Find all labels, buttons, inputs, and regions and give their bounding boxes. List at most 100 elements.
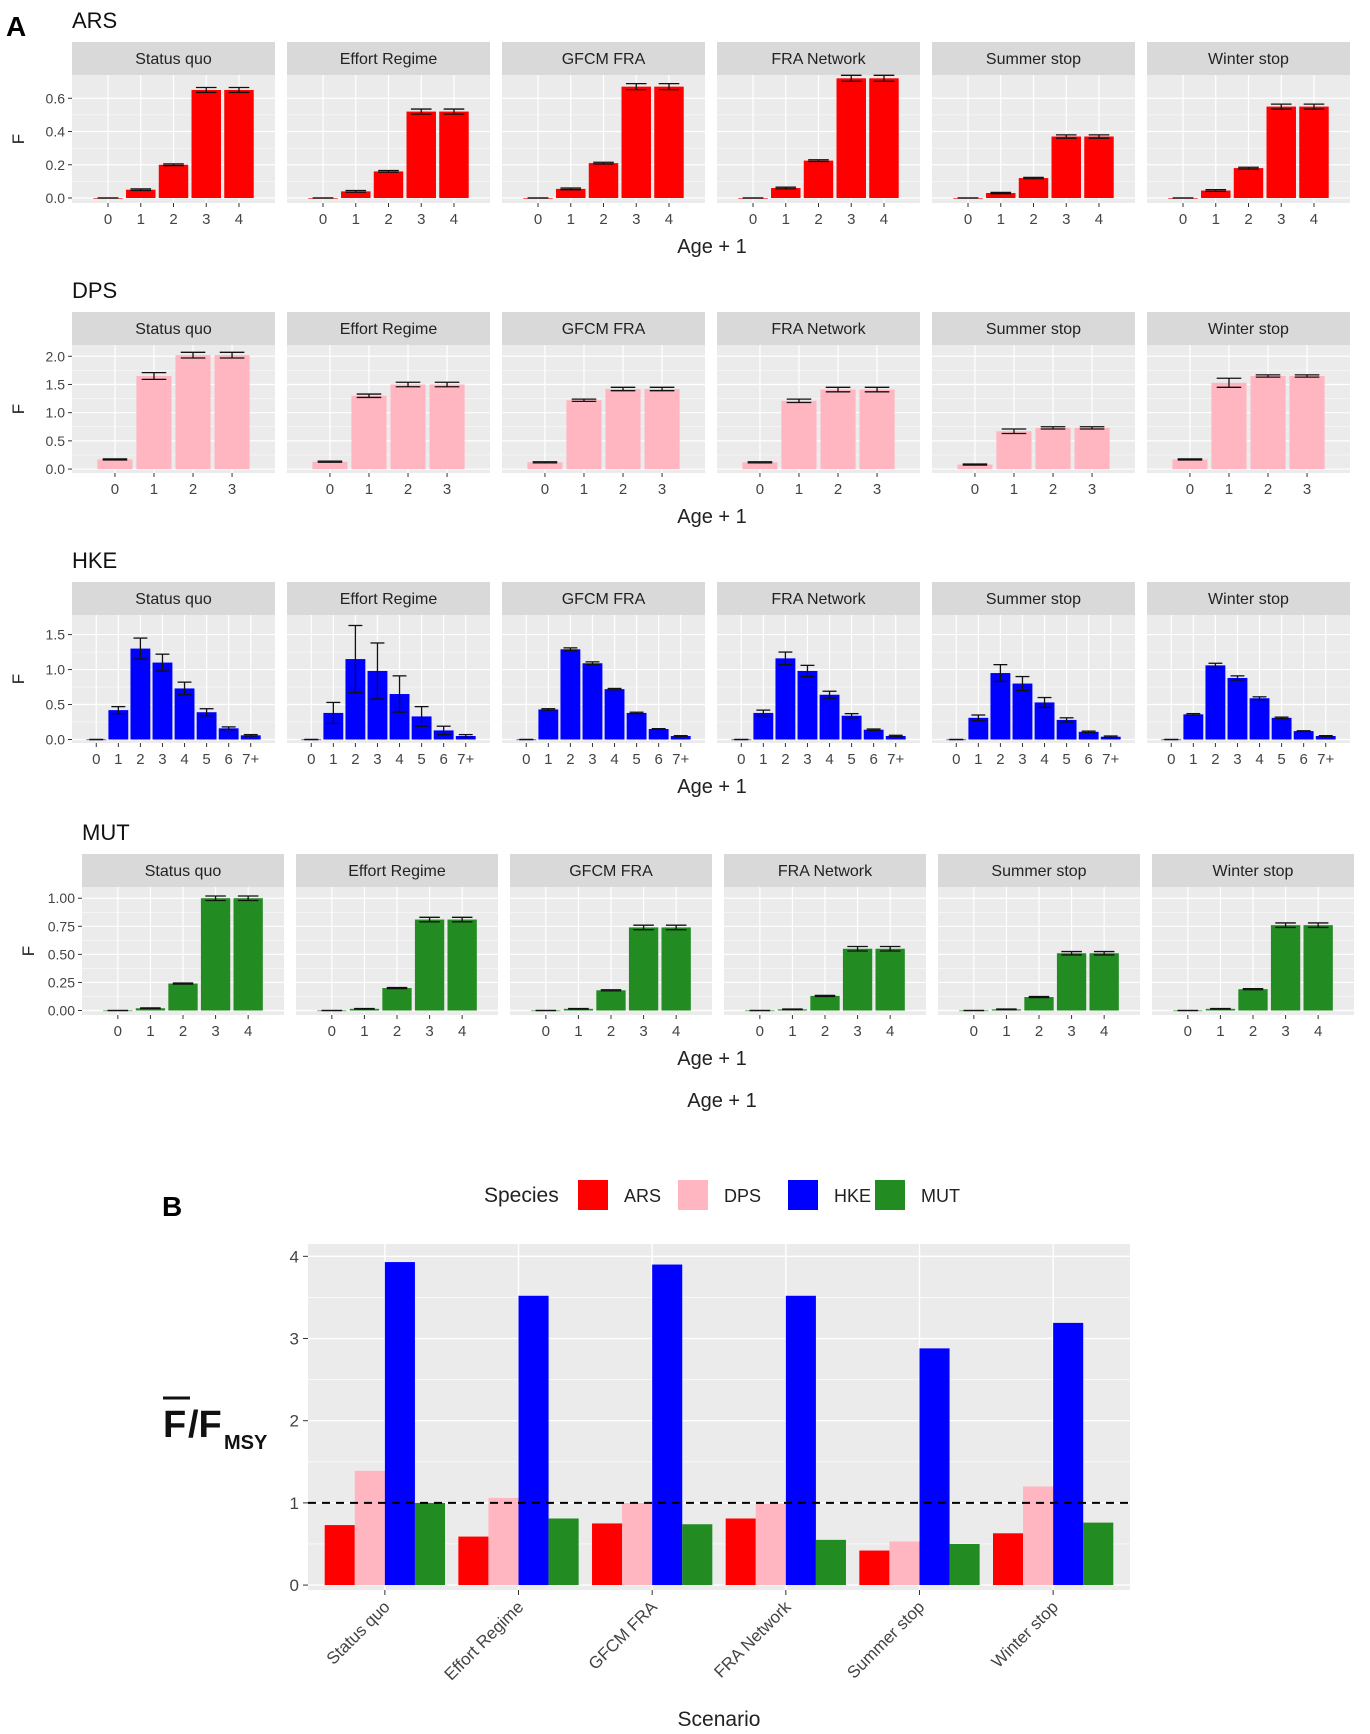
error-bar bbox=[1093, 950, 1115, 956]
bar-hke-age-1 bbox=[323, 712, 344, 740]
error-bar bbox=[1318, 735, 1333, 738]
x-tick-label: 3 bbox=[211, 1023, 219, 1040]
x-tick-label: 1 bbox=[146, 1023, 154, 1040]
x-tick-label: 1 bbox=[1216, 1023, 1224, 1040]
bar-mut-age-4 bbox=[1089, 953, 1119, 1011]
x-tick-label: 0 bbox=[328, 1023, 336, 1040]
error-bar bbox=[443, 108, 465, 115]
bar-hke-age-4 bbox=[1249, 698, 1270, 740]
bar-dps-age-0 bbox=[957, 464, 993, 470]
error-bar bbox=[378, 169, 399, 173]
bar-ars-age-1 bbox=[1201, 190, 1231, 199]
facet-strip bbox=[287, 312, 490, 345]
bar-dps-age-3 bbox=[1289, 376, 1325, 470]
bar-ars-age-1 bbox=[986, 193, 1016, 199]
facet-hke-summer-stop: Summer stop 0 1 2 3 4 5 6 7+ bbox=[932, 582, 1135, 768]
error-bar bbox=[451, 916, 473, 923]
error-bar bbox=[782, 1008, 803, 1011]
error-bar bbox=[199, 708, 214, 717]
y-tick-label: 0.25 bbox=[48, 974, 75, 990]
error-bar bbox=[345, 189, 367, 193]
bar-mut-summer-stop bbox=[949, 1543, 980, 1586]
error-bar bbox=[243, 733, 258, 737]
x-tick-label: 3 bbox=[202, 211, 210, 228]
x-tick-label: 1 bbox=[1002, 1023, 1010, 1040]
error-bar bbox=[814, 994, 836, 998]
facet-strip bbox=[72, 42, 275, 75]
error-bar bbox=[610, 386, 636, 392]
error-bar bbox=[585, 661, 600, 666]
x-tick-label: 6 bbox=[439, 751, 447, 768]
bar-hke-age-6 bbox=[863, 729, 884, 740]
x-tick-label: 1 bbox=[567, 211, 575, 228]
error-bar bbox=[822, 690, 837, 699]
x-tick-label: 2 bbox=[1029, 211, 1037, 228]
x-tick-label: 0 bbox=[964, 211, 972, 228]
bar-ars-age-1 bbox=[341, 191, 371, 199]
bar-hke-age-3 bbox=[367, 670, 388, 740]
x-tick-label: 4 bbox=[1314, 1023, 1322, 1040]
x-tick-label: 0 bbox=[1179, 211, 1187, 228]
x-tick-label: 0 bbox=[756, 481, 764, 498]
facet-strip-label: Status quo bbox=[135, 51, 212, 68]
error-bar bbox=[237, 895, 259, 902]
bar-dps-age-1 bbox=[566, 400, 602, 470]
bar-group-fra-network bbox=[725, 1295, 846, 1586]
x-axis-label: Age + 1 bbox=[677, 506, 747, 528]
bar-ars-summer-stop bbox=[859, 1550, 890, 1586]
bar-hke-age-5 bbox=[841, 715, 862, 740]
bar-ars-age-1 bbox=[126, 189, 156, 199]
x-tick-label: 1 bbox=[114, 751, 122, 768]
x-tick-label: 2 bbox=[393, 1023, 401, 1040]
error-bar bbox=[1103, 735, 1118, 739]
species-title: MUT bbox=[82, 820, 130, 845]
error-bar bbox=[990, 191, 1012, 195]
facet-mut-gfcm-fra: GFCM FRA 0 1 2 3 4 bbox=[510, 854, 712, 1040]
bar-dps-age-3 bbox=[429, 384, 465, 470]
bar-hke-age-7 bbox=[1315, 736, 1336, 740]
error-bar bbox=[756, 709, 771, 717]
error-bar bbox=[317, 460, 343, 463]
facet-strip-label: FRA Network bbox=[771, 321, 866, 338]
error-bar bbox=[1205, 189, 1227, 193]
bar-ars-age-1 bbox=[771, 188, 801, 199]
y-tick-label: 0.4 bbox=[46, 124, 66, 140]
x-tick-label: 1 bbox=[759, 751, 767, 768]
error-bar bbox=[348, 624, 363, 694]
bar-dps-age-2 bbox=[1035, 427, 1071, 470]
bar-dps-age-2 bbox=[605, 388, 641, 470]
bar-ars-age-2 bbox=[1233, 168, 1264, 199]
x-tick-label: 1 bbox=[365, 481, 373, 498]
facet-dps-winter-stop: Winter stop 0 1 2 3 bbox=[1147, 312, 1350, 498]
bar-dps-winter-stop bbox=[1023, 1486, 1054, 1586]
bar-hke-age-3 bbox=[797, 670, 818, 740]
bar-hke-age-2 bbox=[775, 658, 796, 740]
x-tick-label: 0 bbox=[114, 1023, 122, 1040]
x-tick-label: 1 bbox=[997, 211, 1005, 228]
error-bar bbox=[1275, 922, 1296, 929]
bar-hke-age-4 bbox=[174, 688, 195, 740]
x-tick-label: 1 bbox=[782, 211, 790, 228]
bar-dps-age-1 bbox=[1211, 382, 1247, 470]
x-tick-label: 7+ bbox=[887, 751, 904, 768]
bar-ars-age-4 bbox=[439, 111, 469, 199]
error-bar bbox=[1230, 675, 1245, 681]
bar-mut-effort-regime bbox=[548, 1518, 579, 1586]
y-tick-label: 0.5 bbox=[46, 697, 66, 713]
error-bar bbox=[1055, 134, 1077, 139]
error-bar bbox=[111, 705, 126, 715]
y-tick-label: 2 bbox=[290, 1412, 299, 1431]
x-tick-label: 1 bbox=[1212, 211, 1220, 228]
facet-strip bbox=[72, 312, 275, 345]
error-bar bbox=[205, 895, 226, 902]
error-bar bbox=[993, 664, 1008, 683]
facet-strip-label: Effort Regime bbox=[348, 863, 446, 880]
bar-hke-age-4 bbox=[604, 689, 625, 740]
bar-ars-age-2 bbox=[158, 164, 189, 199]
error-bar bbox=[541, 708, 556, 711]
error-bar bbox=[600, 989, 622, 992]
x-tick-label: 4 bbox=[880, 211, 888, 228]
facet-strip-label: Effort Regime bbox=[340, 591, 438, 608]
